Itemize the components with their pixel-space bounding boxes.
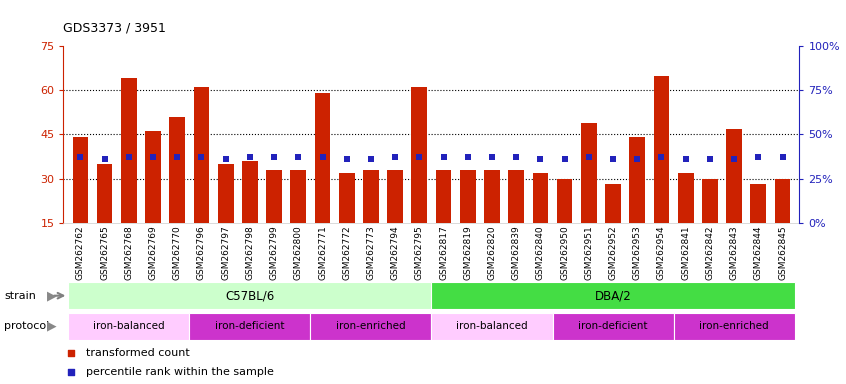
Point	[534, 156, 547, 162]
Text: DBA/2: DBA/2	[595, 289, 631, 302]
Point	[607, 156, 620, 162]
Bar	[431, 282, 794, 309]
Bar	[629, 137, 645, 223]
Point	[316, 154, 329, 161]
Text: iron-balanced: iron-balanced	[93, 321, 165, 331]
Point	[171, 154, 184, 161]
Bar	[387, 170, 403, 223]
Point	[703, 156, 717, 162]
Bar	[532, 173, 548, 223]
Point	[64, 350, 78, 356]
Bar	[411, 87, 427, 223]
Point	[64, 369, 78, 376]
Point	[364, 156, 377, 162]
Bar	[339, 173, 354, 223]
Bar	[750, 184, 766, 223]
Bar	[484, 170, 500, 223]
Bar	[194, 87, 209, 223]
Text: iron-deficient: iron-deficient	[579, 321, 648, 331]
Point	[195, 154, 208, 161]
Point	[655, 154, 668, 161]
Text: iron-deficient: iron-deficient	[215, 321, 284, 331]
Text: iron-enriched: iron-enriched	[336, 321, 406, 331]
Bar	[146, 131, 161, 223]
Point	[461, 154, 475, 161]
Point	[388, 154, 402, 161]
Point	[509, 154, 523, 161]
Point	[582, 154, 596, 161]
Text: strain: strain	[4, 291, 36, 301]
Point	[630, 156, 644, 162]
Text: transformed count: transformed count	[85, 348, 190, 358]
Bar	[605, 184, 621, 223]
Bar	[69, 282, 431, 309]
Bar	[290, 170, 306, 223]
Bar	[363, 170, 379, 223]
Bar	[654, 76, 669, 223]
Bar	[242, 161, 258, 223]
Text: protocol: protocol	[4, 321, 49, 331]
Point	[558, 156, 571, 162]
Bar	[552, 313, 673, 340]
Bar	[431, 313, 552, 340]
Bar	[557, 179, 573, 223]
Bar	[673, 313, 794, 340]
Text: GDS3373 / 3951: GDS3373 / 3951	[63, 22, 167, 35]
Bar	[69, 313, 190, 340]
Text: percentile rank within the sample: percentile rank within the sample	[85, 367, 273, 377]
Point	[340, 156, 354, 162]
Point	[437, 154, 450, 161]
Point	[219, 156, 233, 162]
Bar	[217, 164, 233, 223]
Point	[776, 154, 789, 161]
Point	[74, 154, 87, 161]
Point	[751, 154, 765, 161]
Text: ▶: ▶	[47, 289, 56, 302]
Point	[728, 156, 741, 162]
Point	[243, 154, 256, 161]
Point	[122, 154, 135, 161]
Point	[292, 154, 305, 161]
Bar	[726, 129, 742, 223]
Bar	[190, 313, 310, 340]
Bar	[96, 164, 113, 223]
Bar	[436, 170, 452, 223]
Text: iron-enriched: iron-enriched	[700, 321, 769, 331]
Point	[486, 154, 499, 161]
Text: ▶: ▶	[47, 320, 56, 333]
Point	[146, 154, 160, 161]
Bar	[266, 170, 282, 223]
Bar	[460, 170, 475, 223]
Point	[678, 156, 692, 162]
Text: iron-balanced: iron-balanced	[456, 321, 528, 331]
Bar	[169, 117, 185, 223]
Bar	[310, 313, 431, 340]
Bar	[73, 137, 88, 223]
Bar	[678, 173, 694, 223]
Text: C57BL/6: C57BL/6	[225, 289, 274, 302]
Point	[98, 156, 112, 162]
Bar	[775, 179, 790, 223]
Bar	[315, 93, 331, 223]
Point	[413, 154, 426, 161]
Bar	[508, 170, 524, 223]
Bar	[581, 122, 596, 223]
Point	[267, 154, 281, 161]
Bar	[702, 179, 717, 223]
Bar	[121, 78, 137, 223]
